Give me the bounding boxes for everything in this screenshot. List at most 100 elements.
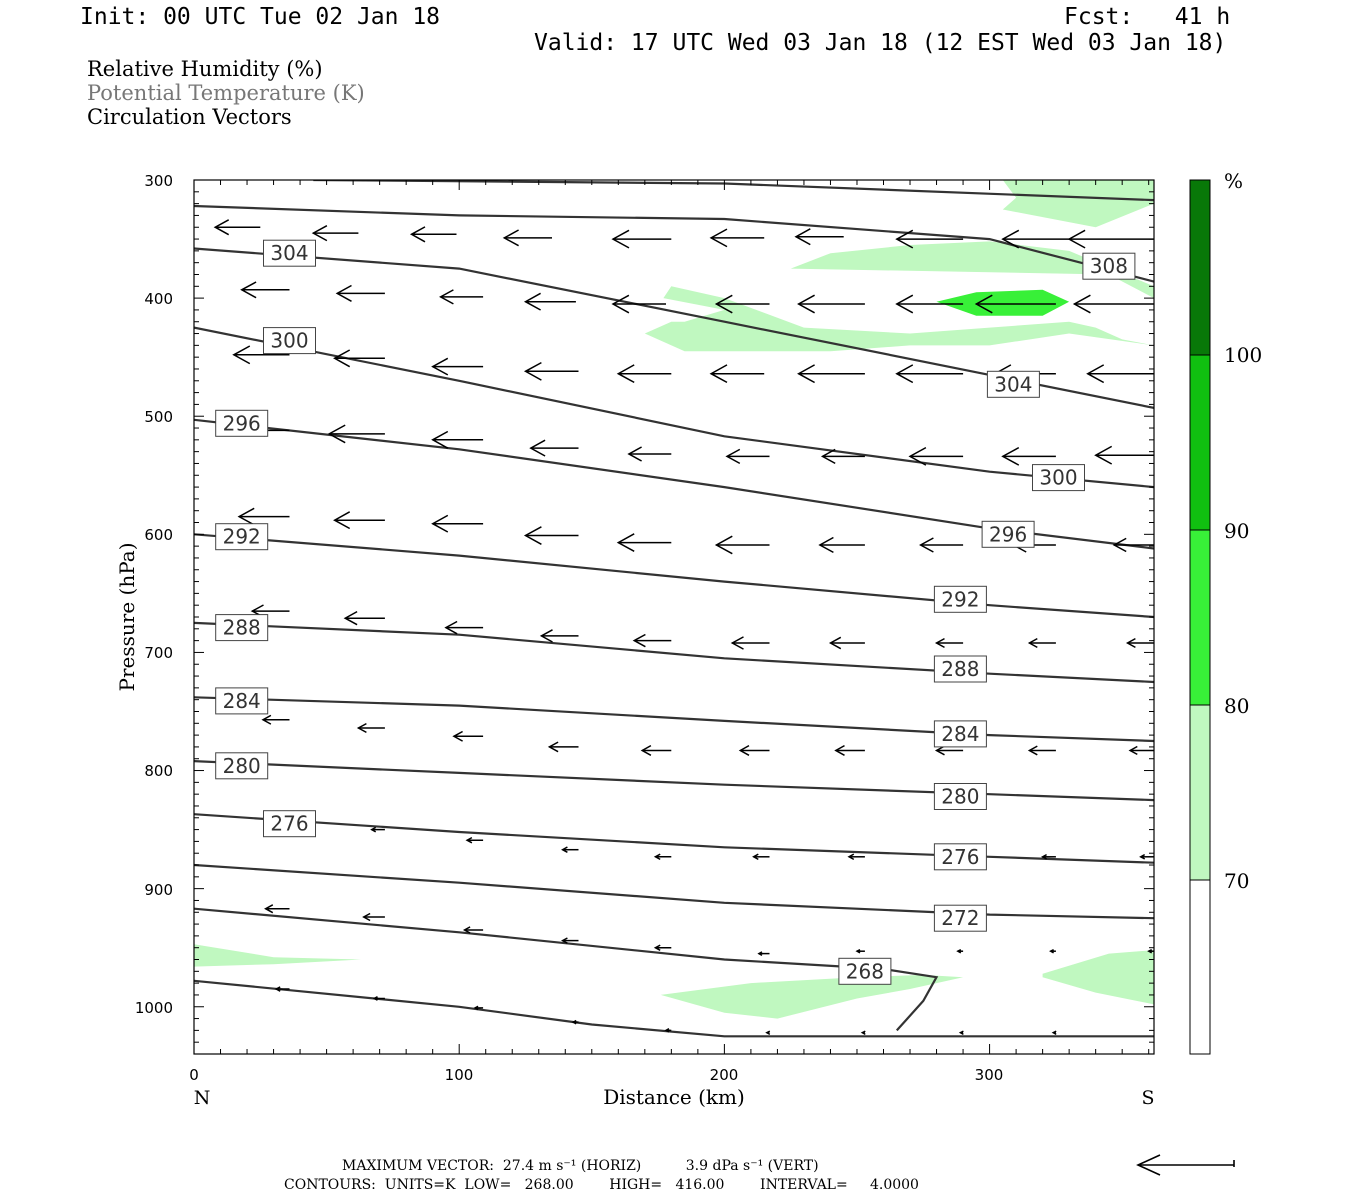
contour-label: 304 xyxy=(263,239,316,267)
legend-circulation-vectors: Circulation Vectors xyxy=(87,105,292,129)
circulation-vector xyxy=(714,535,770,555)
contour-label-text: 296 xyxy=(223,411,261,435)
vector-head xyxy=(794,228,811,246)
vector-head xyxy=(934,637,945,649)
rh-region-70 xyxy=(644,241,1154,352)
x-tick-label: 0 xyxy=(189,1066,199,1084)
contour-label-box xyxy=(933,585,987,613)
circulation-vector xyxy=(627,446,672,462)
vector-head xyxy=(632,633,646,648)
y-tick-label: 600 xyxy=(144,526,173,544)
circulation-vector xyxy=(958,1030,964,1036)
circulation-vector xyxy=(828,636,865,650)
vector-head xyxy=(1094,445,1113,465)
vector-head xyxy=(974,294,993,314)
circulation-vector xyxy=(240,281,290,299)
circulation-vector xyxy=(1051,1030,1057,1036)
circulation-vector xyxy=(974,294,1056,314)
contour-label-text: 272 xyxy=(941,906,979,930)
contour-label-box xyxy=(215,523,269,551)
vector-head xyxy=(1027,745,1038,756)
theta-contour-272 xyxy=(194,907,939,1032)
contour-label-box xyxy=(981,520,1035,548)
circulation-vector xyxy=(1041,853,1056,860)
legend-relative-humidity: Relative Humidity (%) xyxy=(87,57,323,81)
vector-head xyxy=(529,439,546,457)
contour-label: 288 xyxy=(215,614,269,642)
vector-head xyxy=(356,722,367,734)
theta-contour-284 xyxy=(194,696,1154,743)
circulation-vector xyxy=(1067,229,1154,249)
y-tick-label: 400 xyxy=(144,290,173,308)
vector-head xyxy=(452,730,463,742)
contour-labels: 304 308 300 304 296 300 292 296 288 292 284 288 280 2… xyxy=(215,239,1136,985)
circulation-vector xyxy=(934,745,964,756)
circulation-vector xyxy=(523,292,576,311)
circulation-vector xyxy=(237,507,290,526)
contour-label: 296 xyxy=(981,520,1035,548)
vector-head xyxy=(725,448,741,465)
x-tick-label: 100 xyxy=(445,1066,474,1084)
vector-head xyxy=(611,294,630,314)
contour-label: 292 xyxy=(215,523,269,551)
colorbar-bin-90-100 xyxy=(1189,354,1211,531)
vector-head xyxy=(261,714,272,725)
colorbar-bin-80-90 xyxy=(1189,529,1211,706)
forecast-hour: Fcst: 41 h xyxy=(1064,4,1231,30)
contour-label-box xyxy=(933,904,987,932)
vector-head xyxy=(523,526,542,545)
vector-head xyxy=(934,745,945,756)
y-axis-title: Pressure (hPa) xyxy=(115,543,139,692)
circulation-vector xyxy=(1072,294,1154,314)
circulation-vector xyxy=(465,836,484,844)
contour-label-text: 268 xyxy=(846,959,884,983)
north-end-label: N xyxy=(194,1087,211,1109)
vector-head xyxy=(709,364,728,384)
vector-head xyxy=(1051,1030,1057,1036)
vector-head xyxy=(860,1030,866,1036)
rh-region-70 xyxy=(660,974,964,1019)
vector-head xyxy=(370,826,377,833)
circulation-vector xyxy=(356,722,385,734)
colorbar-unit: % xyxy=(1224,169,1243,193)
circulation-vector xyxy=(1027,637,1056,649)
vector-head xyxy=(616,364,635,384)
vector-head xyxy=(523,361,542,381)
contour-label-box xyxy=(215,614,269,642)
contour-label-box xyxy=(933,720,987,748)
contour-label-text: 276 xyxy=(270,812,308,836)
x-tick-label: 300 xyxy=(975,1066,1004,1084)
circulation-vector xyxy=(274,986,290,992)
vector-head xyxy=(1049,948,1054,954)
vector-head xyxy=(431,514,449,533)
circulation-vector xyxy=(439,289,484,305)
circulation-vector xyxy=(714,294,770,314)
vector-head xyxy=(439,289,454,305)
vector-head xyxy=(797,294,815,314)
circulation-vector xyxy=(335,284,385,302)
vector-head xyxy=(664,1028,670,1033)
contours-note: CONTOURS: UNITS=K LOW= 268.00 HIGH= 416.… xyxy=(284,1177,919,1193)
colorbar: % 100 90 80 70 xyxy=(1189,169,1262,1055)
circulation-vector xyxy=(818,536,865,554)
theta-contour-296 xyxy=(194,418,1154,550)
circulation-vector xyxy=(571,1019,579,1025)
vector-head xyxy=(547,741,559,753)
circulation-vector xyxy=(372,996,385,1001)
vector-head xyxy=(343,610,358,626)
axis-ticks xyxy=(193,179,1154,1055)
circulation-vector xyxy=(1094,445,1154,465)
vector-head xyxy=(653,944,661,951)
circulation-vector xyxy=(502,229,552,247)
circulation-vector xyxy=(797,294,865,314)
theta-contour-304 xyxy=(194,247,1154,409)
vector-head xyxy=(372,996,378,1001)
contour-label: 304 xyxy=(986,370,1040,398)
contour-label-box xyxy=(986,370,1040,398)
contour-label-box xyxy=(1082,252,1136,280)
contour-label-text: 276 xyxy=(941,845,979,869)
contour-label-box xyxy=(215,409,269,437)
theta-contour-276 xyxy=(194,863,1154,920)
vector-head xyxy=(714,535,733,555)
